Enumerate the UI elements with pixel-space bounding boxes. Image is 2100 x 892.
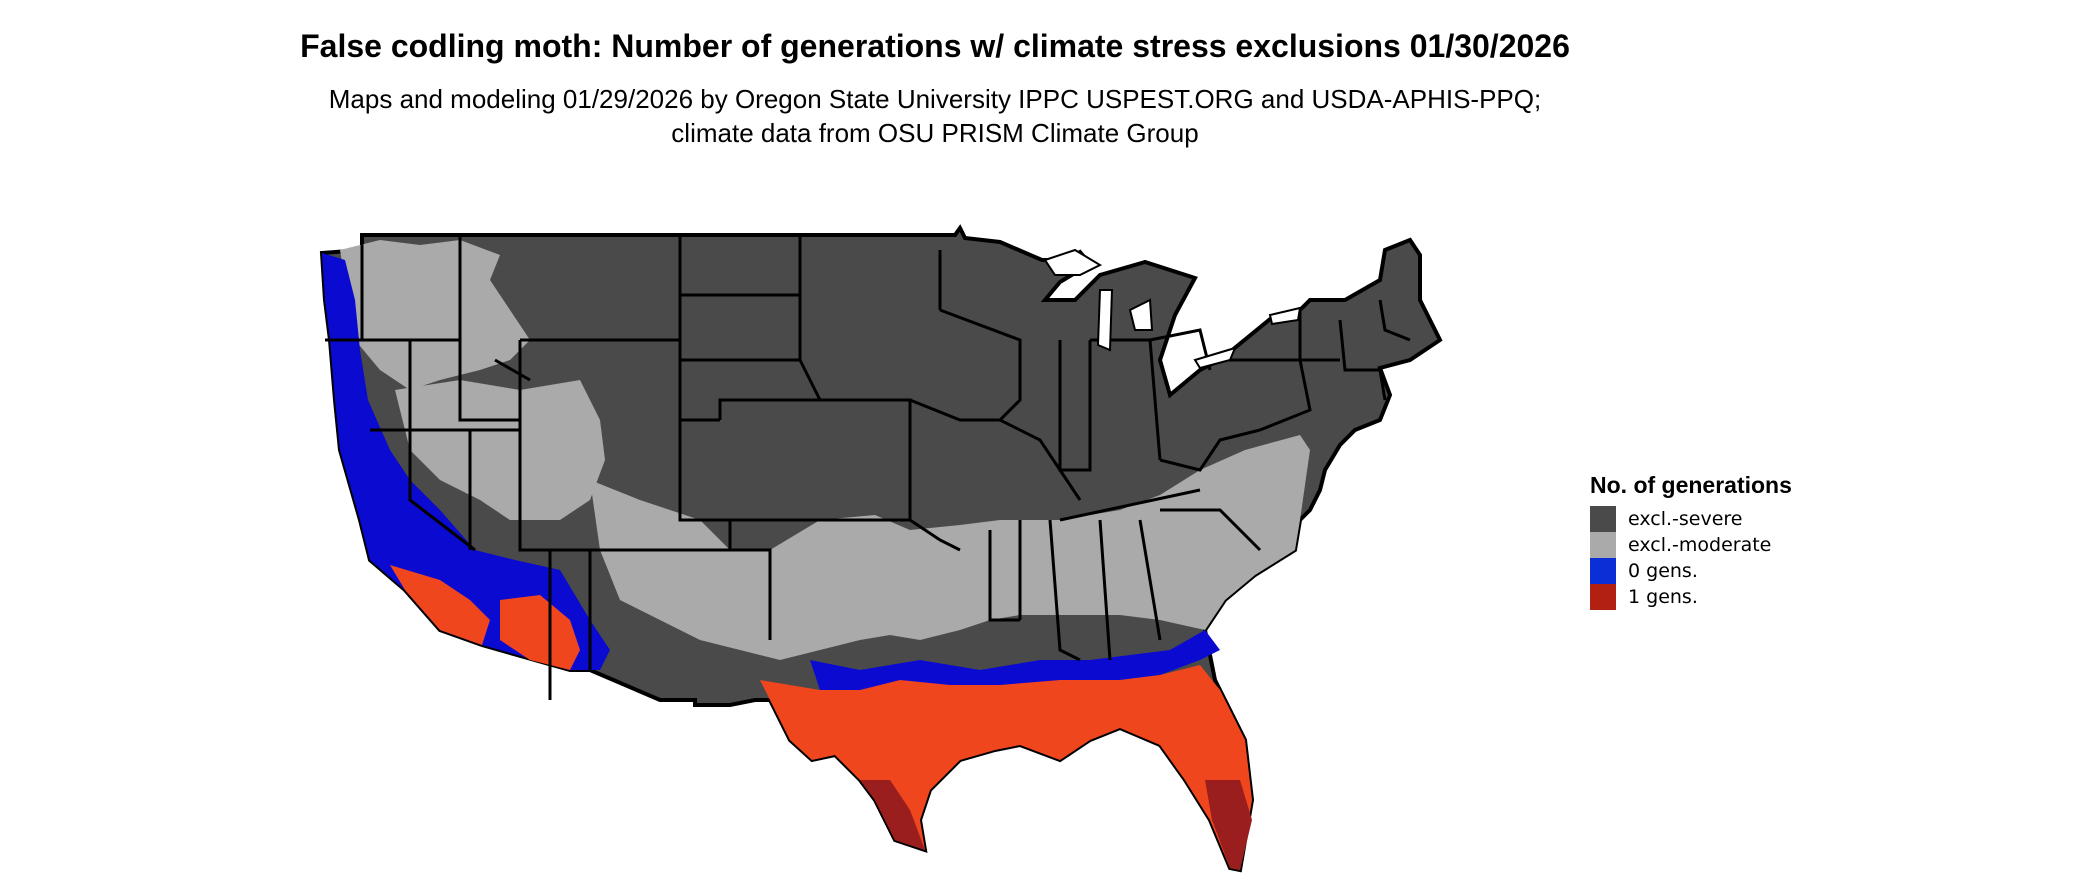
legend-items: excl.-severe excl.-moderate 0 gens. 1 gens. (1590, 506, 1792, 610)
map-title: False codling moth: Number of generation… (300, 28, 1570, 64)
southwest-one-region (390, 565, 490, 645)
legend: No. of generations excl.-severe excl.-mod… (1590, 470, 1792, 610)
south-florida-dark-region (1205, 780, 1252, 870)
title-block: False codling moth: Number of generation… (300, 26, 1570, 150)
south-texas-dark-region (860, 780, 925, 850)
legend-title: No. of generations (1590, 472, 1792, 498)
us-map (319, 224, 1443, 873)
basin-moderate-region (395, 380, 605, 520)
legend-label: excl.-moderate (1628, 534, 1772, 556)
map-subtitle: Maps and modeling 01/29/2026 by Oregon S… (328, 84, 1542, 148)
legend-label: excl.-severe (1628, 508, 1743, 530)
gulf-one-region (760, 665, 1252, 870)
legend-swatch (1590, 532, 1616, 558)
arizona-one-region (500, 595, 580, 670)
legend-swatch (1590, 558, 1616, 584)
west-coast-zero-region (322, 253, 610, 670)
legend-item: 0 gens. (1590, 558, 1792, 584)
great-lakes (1043, 248, 1302, 370)
nw-moderate-region (340, 240, 530, 390)
legend-item: excl.-moderate (1590, 532, 1792, 558)
legend-label: 0 gens. (1628, 560, 1698, 582)
legend-swatch (1590, 506, 1616, 532)
legend-label: 1 gens. (1628, 586, 1698, 608)
legend-item: excl.-severe (1590, 506, 1792, 532)
legend-swatch (1590, 584, 1616, 610)
legend-item: 1 gens. (1590, 584, 1792, 610)
